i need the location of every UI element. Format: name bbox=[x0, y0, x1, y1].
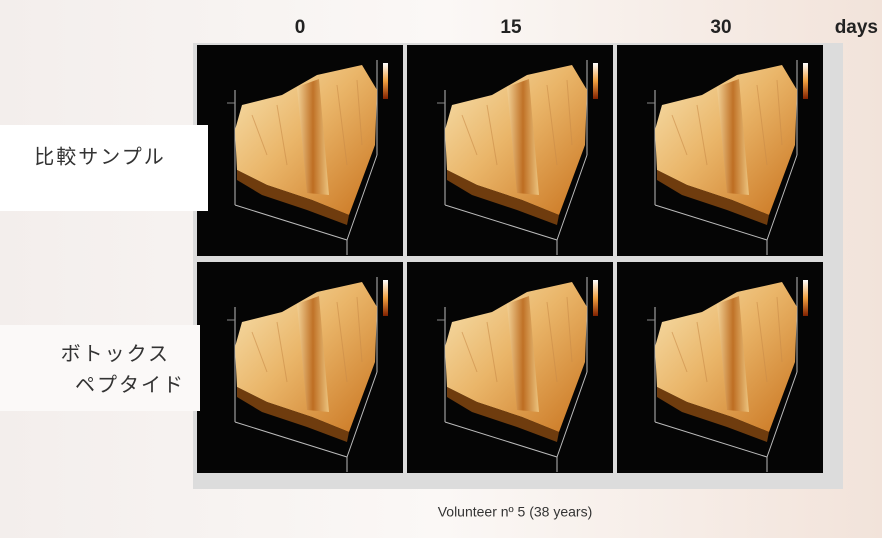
row-label: 比較サンプル bbox=[34, 145, 165, 169]
surface-plot bbox=[406, 261, 614, 474]
label-box bbox=[0, 325, 200, 411]
row-label: ペプタイド bbox=[75, 373, 185, 397]
surface-plot bbox=[196, 44, 404, 257]
label-box bbox=[0, 125, 208, 211]
column-header: 15 bbox=[500, 17, 522, 38]
row-label: ボトックス bbox=[61, 342, 170, 366]
caption: Volunteer nº 5 (38 years) bbox=[438, 504, 593, 520]
surface-plot bbox=[196, 261, 404, 474]
surface-plot bbox=[616, 44, 824, 257]
column-unit: days bbox=[835, 17, 878, 38]
column-header: 30 bbox=[710, 17, 731, 38]
surface-plot bbox=[616, 261, 824, 474]
column-header: 0 bbox=[295, 17, 306, 38]
surface-plot bbox=[406, 44, 614, 257]
